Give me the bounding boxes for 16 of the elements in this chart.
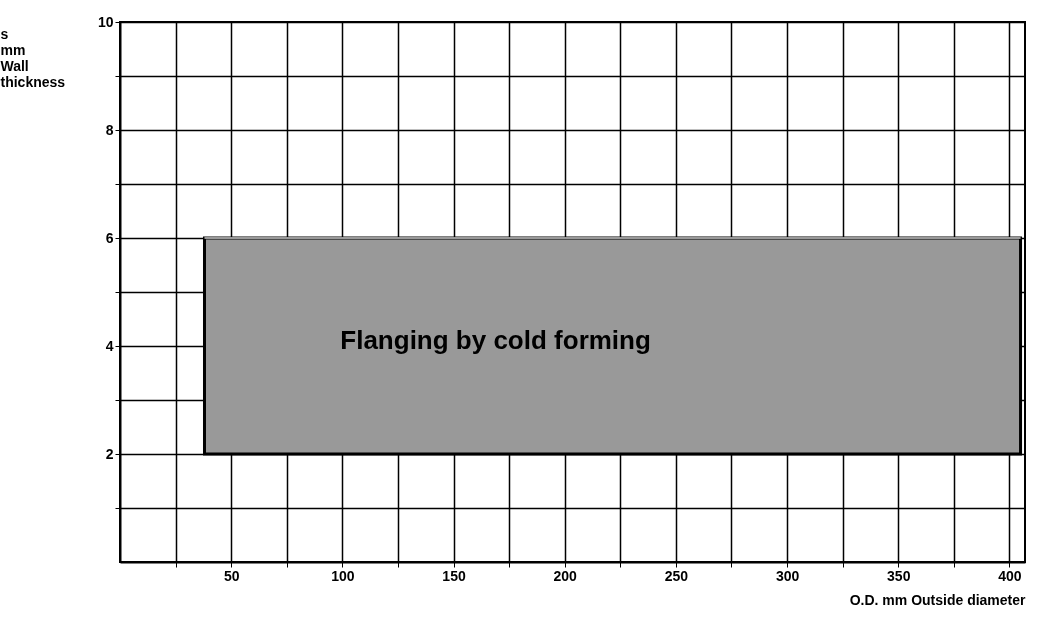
y-tick-label: 8	[105, 121, 114, 138]
annotation: Flanging by cold forming	[340, 324, 651, 355]
x-tick-label: 200	[553, 567, 578, 584]
x-tick-label: 50	[223, 567, 240, 584]
y-tick-label: 2	[105, 445, 114, 462]
y-tick-label: 6	[105, 229, 114, 246]
y-tick-label: 10	[97, 13, 114, 30]
x-tick-label: 350	[887, 567, 911, 584]
x-axis-title: O.D. mm Outside diameter	[849, 591, 1027, 608]
x-tick-label: 100	[331, 567, 355, 584]
x-tick-label: 150	[442, 567, 466, 584]
y-axis-title: s mm Wall thickness	[0, 25, 66, 90]
x-tick-label: 400	[998, 567, 1022, 584]
x-tick-label: 300	[775, 567, 800, 584]
x-tick-label: 250	[664, 567, 689, 584]
y-tick-label: 4	[105, 337, 114, 354]
